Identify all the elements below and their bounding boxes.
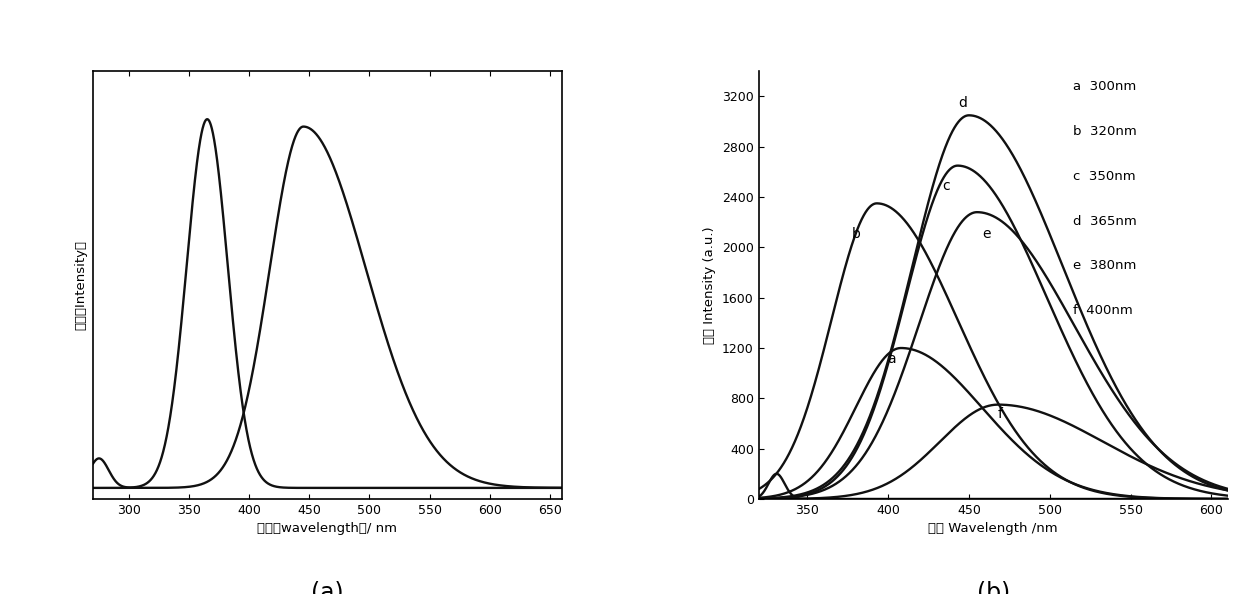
Text: d  365nm: d 365nm (1073, 214, 1137, 228)
Text: c  350nm: c 350nm (1073, 170, 1136, 182)
X-axis label: 波长 Wavelength /nm: 波长 Wavelength /nm (929, 522, 1058, 535)
Y-axis label: 强度 Intensity (a.u.): 强度 Intensity (a.u.) (703, 226, 717, 344)
Text: b: b (852, 227, 861, 241)
Text: (a): (a) (311, 580, 343, 594)
Text: c: c (942, 179, 950, 193)
Text: f  400nm: f 400nm (1073, 304, 1132, 317)
Text: d: d (959, 96, 967, 110)
Text: b  320nm: b 320nm (1073, 125, 1137, 138)
Text: a  300nm: a 300nm (1073, 80, 1136, 93)
Text: f: f (997, 407, 1002, 421)
Y-axis label: 强度（Intensity）: 强度（Intensity） (74, 240, 88, 330)
Text: e: e (982, 227, 991, 241)
X-axis label: 波长（wavelength）/ nm: 波长（wavelength）/ nm (258, 522, 398, 535)
Text: (b): (b) (977, 580, 1009, 594)
Text: e  380nm: e 380nm (1073, 260, 1136, 273)
Text: a: a (887, 352, 895, 366)
